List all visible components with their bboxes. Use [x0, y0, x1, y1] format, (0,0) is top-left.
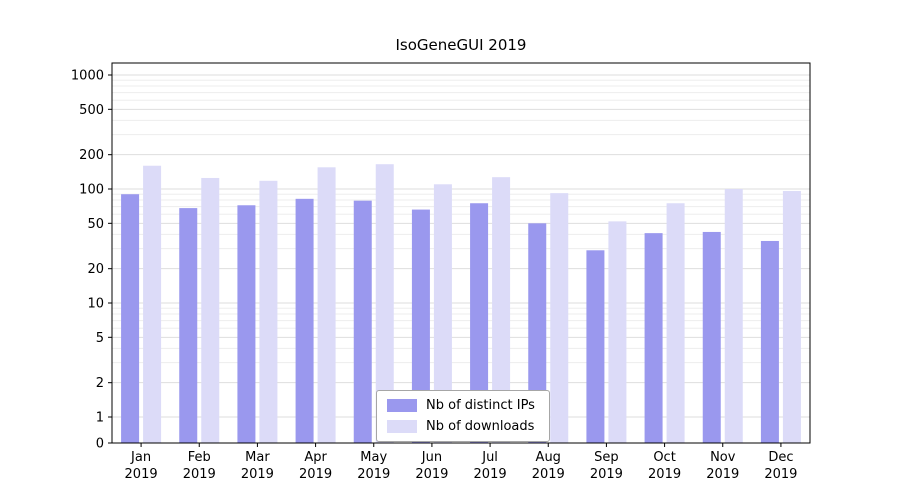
y-tick-label: 1000 — [71, 69, 104, 84]
chart-title: IsoGeneGUI 2019 — [395, 36, 527, 54]
bar-distinct-ips — [760, 240, 779, 443]
x-tick-label-year: 2019 — [474, 467, 507, 482]
legend-item-downloads: Nb of downloads — [387, 419, 535, 434]
x-tick-label-month: Feb — [188, 450, 211, 465]
bar-downloads — [608, 221, 627, 443]
x-tick-label-year: 2019 — [299, 467, 332, 482]
y-tick-label: 100 — [79, 183, 104, 198]
bar-distinct-ips — [295, 198, 314, 443]
bar-downloads — [201, 177, 220, 443]
bar-downloads — [433, 184, 452, 443]
y-tick-label: 1 — [96, 411, 104, 426]
bar-distinct-ips — [586, 250, 605, 443]
y-tick-label: 2 — [96, 376, 104, 391]
x-tick-label-month: Sep — [594, 450, 619, 465]
x-tick-label-year: 2019 — [706, 467, 739, 482]
legend: Nb of distinct IPs Nb of downloads — [376, 390, 550, 442]
bar-downloads — [666, 203, 685, 443]
x-tick-label-month: Jun — [421, 450, 442, 465]
bar-distinct-ips — [179, 208, 198, 443]
x-tick-label-month: Nov — [710, 450, 736, 465]
bar-distinct-ips — [353, 200, 372, 443]
bar-distinct-ips — [470, 203, 489, 443]
x-tick-label-year: 2019 — [241, 467, 274, 482]
bar-downloads — [782, 191, 801, 443]
x-tick-label-year: 2019 — [415, 467, 448, 482]
bar-downloads — [375, 164, 394, 443]
x-tick-label-month: Jul — [481, 450, 498, 465]
y-tick-label: 5 — [96, 331, 104, 346]
bar-downloads — [317, 167, 336, 443]
legend-swatch-distinct-ips — [387, 399, 417, 412]
x-tick-label-month: Aug — [536, 450, 561, 465]
legend-item-distinct-ips: Nb of distinct IPs — [387, 398, 535, 413]
x-tick-label-month: Oct — [653, 450, 675, 465]
x-tick-label-year: 2019 — [648, 467, 681, 482]
bar-distinct-ips — [237, 205, 256, 443]
x-tick-label-year: 2019 — [183, 467, 216, 482]
bar-downloads — [550, 193, 569, 443]
legend-swatch-downloads — [387, 420, 417, 433]
x-tick-label-month: Apr — [304, 450, 327, 465]
x-tick-label-year: 2019 — [764, 467, 797, 482]
bar-distinct-ips — [528, 223, 547, 443]
plot-border — [111, 62, 811, 444]
bar-distinct-ips — [702, 231, 721, 443]
x-tick-label-month: Mar — [245, 450, 270, 465]
bar-downloads — [143, 165, 162, 443]
bar-downloads — [259, 180, 278, 443]
x-tick-label-year: 2019 — [125, 467, 158, 482]
bar-distinct-ips — [411, 209, 430, 443]
x-tick-label-year: 2019 — [357, 467, 390, 482]
bar-distinct-ips — [644, 233, 663, 443]
x-tick-label-year: 2019 — [590, 467, 623, 482]
y-tick-label: 0 — [96, 437, 104, 452]
bar-downloads — [724, 189, 743, 443]
x-tick-label-month: May — [360, 450, 387, 465]
bar-distinct-ips — [121, 194, 140, 443]
x-tick-label-month: Dec — [768, 450, 793, 465]
y-tick-label: 200 — [79, 148, 104, 163]
y-tick-label: 20 — [87, 262, 104, 277]
x-tick-label-month: Jan — [130, 450, 151, 465]
legend-label-distinct-ips: Nb of distinct IPs — [426, 398, 535, 413]
y-tick-label: 500 — [79, 103, 104, 118]
legend-label-downloads: Nb of downloads — [426, 419, 535, 434]
x-tick-label-year: 2019 — [532, 467, 565, 482]
y-tick-label: 50 — [87, 217, 104, 232]
bar-downloads — [492, 177, 511, 443]
y-tick-label: 10 — [87, 297, 104, 312]
